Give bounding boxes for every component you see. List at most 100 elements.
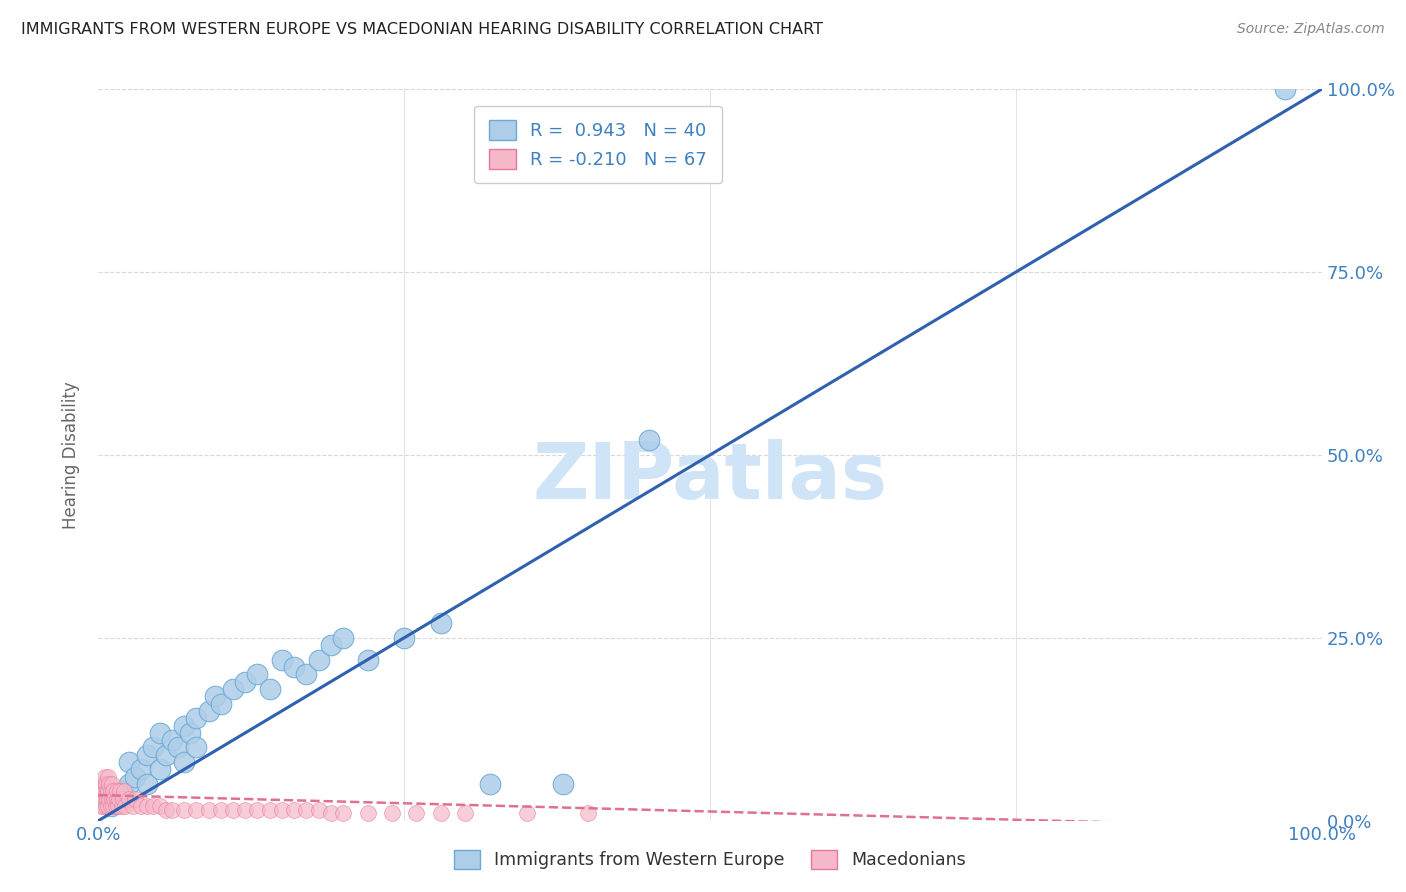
Point [90, 799, 112, 814]
Point [94, 777, 117, 791]
Point [381, 806, 404, 821]
Point [91, 777, 114, 791]
Point [103, 791, 125, 805]
Point [97, 784, 120, 798]
Point [173, 755, 195, 769]
Y-axis label: Hearing Disability: Hearing Disability [62, 381, 80, 529]
Point [209, 803, 232, 817]
Point [155, 803, 177, 817]
Point [100, 784, 122, 798]
Point [319, 806, 342, 821]
Point [186, 803, 208, 817]
Point [283, 803, 305, 817]
Point [100, 799, 122, 814]
Point [155, 747, 177, 762]
Point [100, 799, 122, 814]
Point [308, 803, 330, 817]
Point [97, 799, 120, 814]
Point [105, 788, 128, 802]
Point [283, 660, 305, 674]
Point [96, 791, 118, 805]
Point [105, 784, 128, 798]
Point [91, 784, 114, 798]
Point [167, 740, 190, 755]
Point [332, 631, 354, 645]
Point [149, 799, 172, 814]
Point [129, 763, 152, 777]
Point [233, 674, 256, 689]
Point [149, 763, 172, 777]
Point [295, 803, 318, 817]
Point [259, 681, 281, 696]
Point [222, 681, 245, 696]
Point [430, 616, 453, 631]
Text: Source: ZipAtlas.com: Source: ZipAtlas.com [1237, 22, 1385, 37]
Point [222, 803, 245, 817]
Point [96, 784, 118, 798]
Point [553, 777, 575, 791]
Point [129, 799, 152, 814]
Point [89, 784, 111, 798]
Point [1274, 82, 1296, 96]
Point [111, 784, 134, 798]
Point [392, 631, 416, 645]
Point [93, 770, 115, 784]
Point [94, 799, 117, 814]
Point [107, 799, 129, 814]
Point [197, 704, 219, 718]
Point [142, 740, 165, 755]
Point [186, 711, 208, 725]
Point [478, 777, 501, 791]
Point [160, 733, 183, 747]
Point [136, 747, 159, 762]
Point [197, 803, 219, 817]
Point [114, 799, 136, 814]
Point [90, 777, 112, 791]
Point [98, 791, 121, 805]
Point [209, 697, 232, 711]
Point [111, 791, 134, 805]
Point [638, 434, 661, 448]
Point [356, 653, 378, 667]
Point [98, 777, 121, 791]
Point [105, 791, 128, 805]
Point [516, 806, 538, 821]
Legend: Immigrants from Western Europe, Macedonians: Immigrants from Western Europe, Macedoni… [446, 841, 974, 878]
Point [295, 667, 318, 681]
Point [173, 718, 195, 732]
Point [111, 799, 134, 814]
Point [179, 726, 201, 740]
Point [118, 791, 141, 805]
Point [110, 784, 132, 798]
Text: IMMIGRANTS FROM WESTERN EUROPE VS MACEDONIAN HEARING DISABILITY CORRELATION CHAR: IMMIGRANTS FROM WESTERN EUROPE VS MACEDO… [21, 22, 823, 37]
Point [124, 770, 146, 784]
Point [91, 791, 114, 805]
Point [93, 791, 115, 805]
Point [121, 799, 143, 814]
Point [186, 740, 208, 755]
Point [405, 806, 427, 821]
Point [246, 803, 269, 817]
Point [270, 803, 294, 817]
Point [204, 690, 226, 704]
Point [430, 806, 453, 821]
Point [101, 799, 124, 814]
Point [308, 653, 330, 667]
Point [91, 799, 114, 814]
Point [108, 791, 131, 805]
Point [356, 806, 378, 821]
Point [259, 803, 281, 817]
Point [576, 806, 599, 821]
Point [149, 726, 172, 740]
Point [246, 667, 269, 681]
Point [270, 653, 294, 667]
Point [142, 799, 165, 814]
Point [136, 799, 159, 814]
Point [118, 755, 141, 769]
Text: ZIPatlas: ZIPatlas [533, 439, 887, 515]
Point [89, 791, 111, 805]
Point [93, 784, 115, 798]
Point [173, 803, 195, 817]
Point [136, 777, 159, 791]
Point [101, 791, 124, 805]
